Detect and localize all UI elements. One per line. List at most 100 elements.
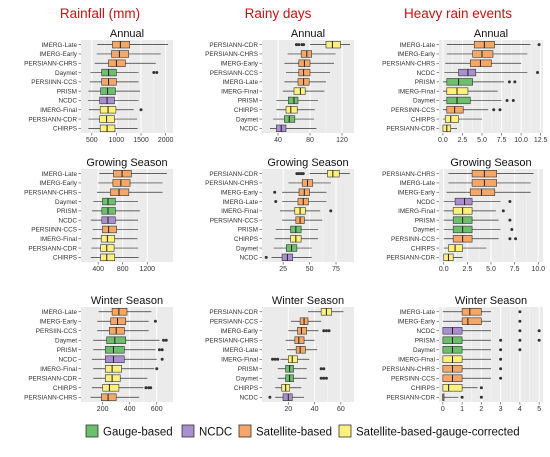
box-iqr bbox=[472, 50, 494, 58]
box-ncdc: NCDC bbox=[240, 393, 305, 401]
y-tick-label: IMERG-Early bbox=[220, 328, 258, 335]
box-daymet: Daymet bbox=[55, 336, 168, 344]
box-ncdc: NCDC bbox=[59, 355, 164, 363]
box-imerg-final: IMERG-Final bbox=[40, 235, 138, 243]
box-iqr bbox=[285, 106, 298, 114]
outlier-point bbox=[324, 376, 328, 380]
y-tick-label: CHIRPS bbox=[234, 236, 258, 243]
y-tick-label: PERSIANN-CHRS bbox=[24, 60, 77, 67]
outlier-point bbox=[319, 376, 323, 380]
legend-label-ncdc: NCDC bbox=[199, 427, 232, 439]
x-tick-label: 1200 bbox=[139, 266, 155, 273]
outlier-point bbox=[152, 71, 156, 75]
y-tick-label: PERSIANN-CDR bbox=[209, 42, 258, 49]
y-tick-label: IMERG-Final bbox=[398, 88, 435, 95]
y-tick-label: IMERG-Early bbox=[397, 51, 435, 58]
y-tick-label: PERSIANN-CDR bbox=[386, 255, 435, 262]
box-imerg-final: IMERG-Final bbox=[398, 207, 505, 215]
box-daymet: Daymet bbox=[413, 225, 514, 234]
y-tick-label: IMERG-Late bbox=[399, 42, 435, 49]
y-tick-label: PERSIANN-CDR bbox=[209, 171, 258, 178]
box-iqr bbox=[100, 393, 117, 401]
x-tick-label: 5 bbox=[537, 406, 541, 413]
y-tick-label: Daymet bbox=[55, 199, 77, 206]
box-imerg-late: IMERG-Late bbox=[41, 170, 167, 178]
outlier-point bbox=[537, 43, 541, 47]
outlier-point bbox=[513, 80, 517, 84]
x-tick-label: 80 bbox=[306, 137, 314, 144]
box-iqr bbox=[112, 179, 131, 187]
box-imerg-final: IMERG-Final bbox=[398, 355, 503, 363]
box-iqr bbox=[100, 253, 116, 261]
outlier-point bbox=[322, 376, 326, 380]
x-tick-label: 0.0 bbox=[439, 266, 449, 273]
box-imerg-early: IMERG-Early bbox=[220, 327, 331, 335]
x-tick-label: 50 bbox=[306, 266, 314, 273]
outlier-point bbox=[499, 367, 503, 371]
box-iqr bbox=[294, 336, 305, 344]
box-iqr bbox=[454, 197, 473, 206]
y-tick-label: PERSINN-CCS bbox=[391, 236, 435, 243]
box-iqr bbox=[112, 41, 131, 49]
box-iqr bbox=[105, 355, 125, 363]
box-persiinn-ccs: PERSIINN-CCS bbox=[31, 225, 139, 234]
box-chirps: CHIRPS bbox=[53, 384, 153, 392]
outlier-point bbox=[511, 98, 515, 102]
box-chirps: CHIRPS bbox=[411, 384, 483, 392]
y-tick-label: PERSINN-CCS bbox=[391, 375, 435, 382]
x-tick-label: 75 bbox=[332, 266, 340, 273]
outlier-point bbox=[518, 338, 522, 342]
box-persiann-cdr: PERSIANN-CDR bbox=[28, 374, 148, 382]
box-persiann-chrs: PERSIANN-CHRS bbox=[382, 365, 503, 373]
y-tick-label: IMERG-Late bbox=[399, 180, 435, 187]
y-tick-label: PERSIANN-CCS bbox=[210, 217, 258, 224]
y-tick-label: PERSIANN-CHRS bbox=[205, 51, 258, 58]
box-chirps: CHIRPS bbox=[53, 124, 138, 133]
x-tick-label: 5.0 bbox=[477, 137, 487, 144]
x-tick-label: 60 bbox=[337, 406, 345, 413]
box-imerg-late: IMERG-Late bbox=[399, 308, 522, 316]
box-daymet: Daymet bbox=[413, 346, 522, 354]
outlier-point bbox=[518, 319, 522, 323]
x-tick-label: 2 bbox=[479, 406, 483, 413]
outlier-point bbox=[276, 357, 280, 361]
y-tick-label: IMERG-Final bbox=[398, 208, 435, 215]
y-tick-label: CHIRPS bbox=[53, 255, 77, 262]
y-tick-label: Daymet bbox=[236, 116, 258, 123]
y-tick-label: PERSIANN-CCS bbox=[210, 70, 258, 77]
x-tick-label: 4 bbox=[518, 406, 522, 413]
x-tick-label: 200 bbox=[97, 406, 109, 413]
y-tick-label: PERSIANN-CDR bbox=[28, 375, 77, 382]
box-chirps: CHIRPS bbox=[234, 106, 315, 114]
box-ncdc: NCDC bbox=[240, 124, 317, 133]
y-tick-label: IMERG-Final bbox=[221, 88, 258, 95]
outlier-point bbox=[536, 71, 540, 75]
box-imerg-late: IMERG-Late bbox=[222, 78, 326, 86]
outlier-point bbox=[319, 367, 323, 371]
outlier-point bbox=[460, 395, 464, 399]
y-tick-label: PRISM bbox=[57, 347, 77, 354]
y-tick-label: IMERG-Final bbox=[221, 356, 258, 363]
panel-heavy-rain-events-annual: Annual 0.0 2.5 5.0 7.5 10.0 12.5 IMERG-Late IMER… bbox=[382, 28, 547, 144]
x-tick-label: 40 bbox=[274, 137, 282, 144]
y-tick-label: IMERG-Final bbox=[40, 366, 77, 373]
y-tick-label: Daymet bbox=[413, 227, 435, 234]
box-prism: PRISM bbox=[238, 365, 326, 373]
box-chirps: CHIRPS bbox=[234, 384, 302, 392]
box-imerg-late: IMERG-Late bbox=[399, 41, 541, 49]
outlier-point bbox=[324, 329, 328, 333]
x-tick-label: 2.5 bbox=[462, 266, 472, 273]
y-tick-label: IMERG-Late bbox=[41, 309, 77, 316]
box-iqr bbox=[327, 170, 340, 178]
box-prism: PRISM bbox=[57, 87, 141, 95]
box-persiann-ccs: PERSIANN-CCS bbox=[210, 68, 330, 77]
box-iqr bbox=[100, 244, 115, 252]
y-tick-label: PERSIIN-CCS bbox=[36, 328, 77, 335]
x-tick-label: 7.5 bbox=[510, 266, 520, 273]
outlier-point bbox=[518, 329, 522, 333]
outlier-point bbox=[507, 80, 511, 84]
panel-rainy-days-winter-season: Winter Season 20 40 60 PERSIANN-CDR PERSIANN-… bbox=[205, 295, 354, 413]
outlier-point bbox=[162, 338, 166, 342]
x-tick-label: 3 bbox=[499, 406, 503, 413]
outlier-point bbox=[329, 209, 333, 213]
